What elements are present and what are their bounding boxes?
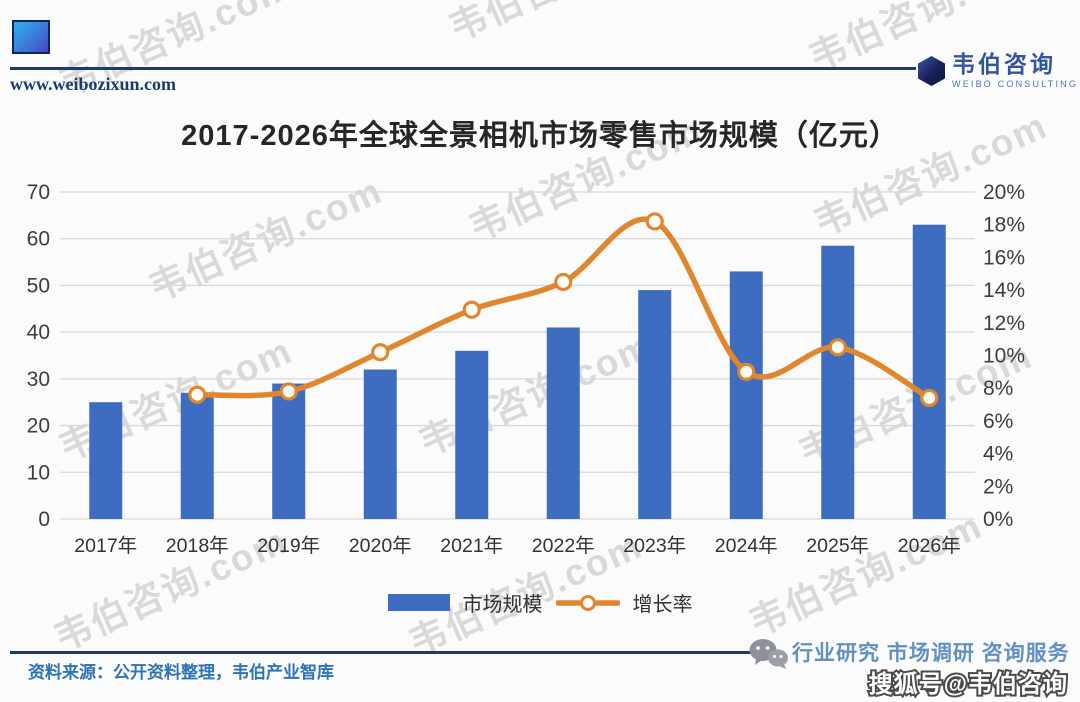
right-axis-tick: 2% xyxy=(983,475,1013,498)
x-axis-label: 2020年 xyxy=(349,535,412,557)
growth-marker xyxy=(462,300,481,319)
x-axis-label: 2018年 xyxy=(166,535,229,557)
growth-marker xyxy=(371,343,390,362)
right-axis-tick: 20% xyxy=(983,181,1025,204)
right-axis-tick: 16% xyxy=(983,246,1025,269)
bar-2026年 xyxy=(912,224,946,519)
growth-line xyxy=(194,216,933,401)
chart-legend: 市场规模 增长率 xyxy=(0,588,1080,617)
growth-marker xyxy=(645,212,664,231)
x-axis-label: 2024年 xyxy=(715,535,778,557)
x-axis-label: 2017年 xyxy=(74,535,137,557)
growth-marker xyxy=(188,385,207,404)
growth-marker xyxy=(737,362,756,381)
left-axis-tick: 30 xyxy=(27,368,50,391)
x-axis-label: 2019年 xyxy=(257,535,320,557)
right-axis-tick: 10% xyxy=(983,345,1025,368)
right-axis-tick: 18% xyxy=(983,214,1025,237)
right-axis-tick: 6% xyxy=(983,410,1013,433)
right-axis-tick: 4% xyxy=(983,443,1013,466)
brand-text: 韦伯咨询 WEIBO CONSULTING xyxy=(952,52,1078,89)
sohu-watermark: 搜狐号@韦伯咨询 xyxy=(867,669,1069,700)
x-axis-label: 2026年 xyxy=(898,535,961,557)
x-axis-label: 2022年 xyxy=(532,535,595,557)
bar-2019年 xyxy=(272,383,306,519)
watermark-text: 韦伯咨询.com xyxy=(439,0,690,52)
chart-title: 2017-2026年全球全景相机市场零售市场规模（亿元） xyxy=(181,120,899,152)
left-axis-tick: 40 xyxy=(27,321,50,344)
legend-bar-label: 市场规模 xyxy=(462,594,543,616)
footer-tagline: 行业研究 市场调研 咨询服务 xyxy=(792,642,1070,665)
brand-name: 韦伯咨询 xyxy=(952,51,1056,77)
right-axis-tick: 8% xyxy=(983,377,1013,400)
brand: 韦伯咨询 WEIBO CONSULTING xyxy=(918,52,1078,89)
growth-marker xyxy=(920,388,939,408)
bar-2023年 xyxy=(638,290,672,519)
wechat-icon xyxy=(748,638,790,675)
footer-divider xyxy=(10,651,772,654)
left-axis-tick: 20 xyxy=(27,415,50,438)
left-axis-tick: 0 xyxy=(38,508,50,531)
left-axis-tick: 60 xyxy=(27,228,50,251)
legend-bar-swatch xyxy=(387,594,450,611)
left-axis-tick: 70 xyxy=(27,181,50,204)
chart-svg: 0 10 20 30 40 50 60 70 0% 2% 4% 6% 8% 10% 12% 14% 16% 18%… xyxy=(27,181,1025,557)
right-axis-tick: 12% xyxy=(983,312,1025,335)
brand-subtitle: WEIBO CONSULTING xyxy=(952,79,1079,90)
growth-marker xyxy=(828,338,847,357)
x-axis-label: 2025年 xyxy=(806,535,869,557)
site-url: www.weibozixun.com xyxy=(10,74,176,94)
growth-marker xyxy=(554,272,573,292)
legend-line-label: 增长率 xyxy=(632,594,693,616)
brand-logo-square xyxy=(12,20,50,54)
bar-2022年 xyxy=(546,327,580,519)
header-divider xyxy=(10,67,916,70)
legend-line-swatch xyxy=(555,594,620,611)
bar-2020年 xyxy=(363,369,397,519)
x-axis-label: 2023年 xyxy=(623,535,686,557)
x-axis-label: 2021年 xyxy=(440,535,503,557)
right-axis-tick: 0% xyxy=(983,508,1013,531)
bar-2024年 xyxy=(729,271,763,519)
right-axis-tick: 14% xyxy=(983,279,1025,302)
bar-2018年 xyxy=(180,392,214,519)
source-note: 资料来源：公开资料整理，韦伯产业智库 xyxy=(28,663,334,682)
bar-2021年 xyxy=(455,350,489,519)
bar-2025年 xyxy=(821,245,855,519)
bar-2017年 xyxy=(89,402,123,519)
left-axis-tick: 10 xyxy=(27,461,50,484)
growth-marker xyxy=(279,382,298,401)
left-axis-tick: 50 xyxy=(27,274,50,297)
brand-hexagon-icon xyxy=(918,56,945,86)
